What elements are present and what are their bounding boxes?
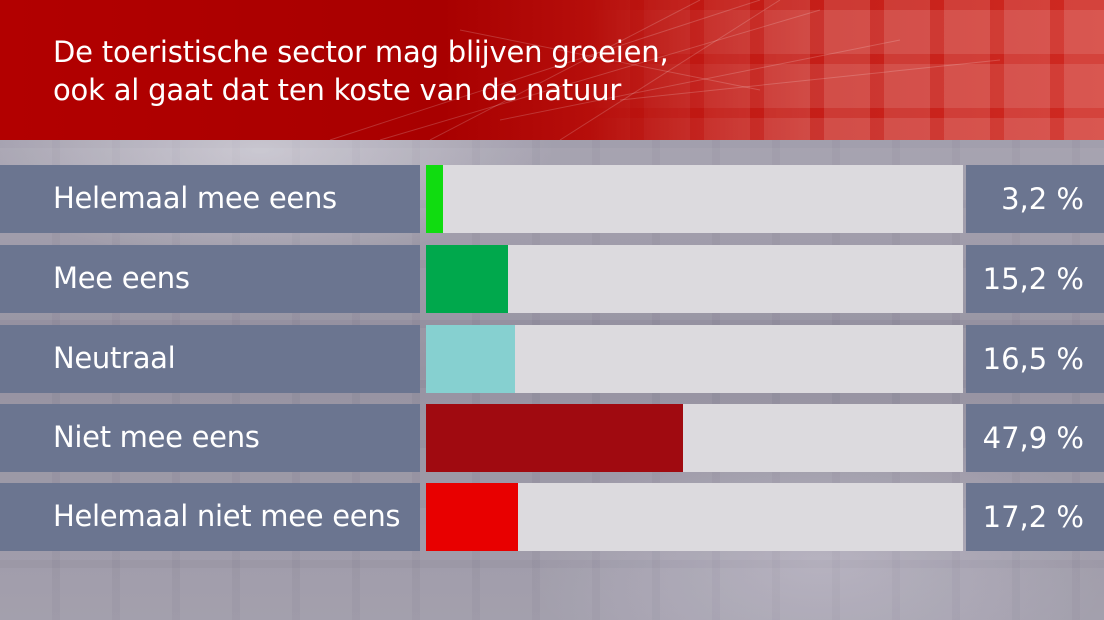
bar <box>426 404 683 472</box>
bar <box>426 325 515 393</box>
bar-row: Helemaal niet mee eens 17,2 % <box>0 483 1104 551</box>
bar-row: Niet mee eens 47,9 % <box>0 404 1104 472</box>
value-label-box: 16,5 % <box>966 325 1104 393</box>
value-label: 3,2 % <box>1001 182 1084 216</box>
category-label: Helemaal niet mee eens <box>53 499 401 533</box>
value-label-box: 17,2 % <box>966 483 1104 551</box>
bar-row: Neutraal 16,5 % <box>0 325 1104 393</box>
category-label-box: Niet mee eens <box>0 404 420 472</box>
bar-track <box>426 165 963 233</box>
category-label: Niet mee eens <box>53 420 260 454</box>
category-label: Helemaal mee eens <box>53 181 337 215</box>
bar-track <box>426 404 963 472</box>
value-label-box: 15,2 % <box>966 245 1104 313</box>
category-label: Neutraal <box>53 341 176 375</box>
bar-row: Mee eens 15,2 % <box>0 245 1104 313</box>
value-label-box: 47,9 % <box>966 404 1104 472</box>
bar <box>426 483 518 551</box>
bar-row: Helemaal mee eens 3,2 % <box>0 165 1104 233</box>
value-label: 17,2 % <box>982 500 1084 534</box>
bar-track <box>426 483 963 551</box>
category-label-box: Helemaal niet mee eens <box>0 483 420 551</box>
value-label: 47,9 % <box>982 421 1084 455</box>
category-label-box: Mee eens <box>0 245 420 313</box>
value-label: 15,2 % <box>982 262 1084 296</box>
value-label: 16,5 % <box>982 342 1084 376</box>
category-label-box: Neutraal <box>0 325 420 393</box>
banner-light-streaks <box>329 0 1001 140</box>
value-label-box: 3,2 % <box>966 165 1104 233</box>
title-banner: De toeristische sector mag blijven groei… <box>0 0 1104 140</box>
chart-title-line-1: De toeristische sector mag blijven groei… <box>53 35 669 69</box>
chart-title: De toeristische sector mag blijven groei… <box>53 33 953 109</box>
bar <box>426 165 443 233</box>
category-label: Mee eens <box>53 261 190 295</box>
bar <box>426 245 508 313</box>
chart-title-line-2: ook al gaat dat ten koste van de natuur <box>53 73 622 107</box>
bar-track <box>426 245 963 313</box>
banner-tile-pattern <box>584 0 1104 140</box>
bar-track <box>426 325 963 393</box>
category-label-box: Helemaal mee eens <box>0 165 420 233</box>
